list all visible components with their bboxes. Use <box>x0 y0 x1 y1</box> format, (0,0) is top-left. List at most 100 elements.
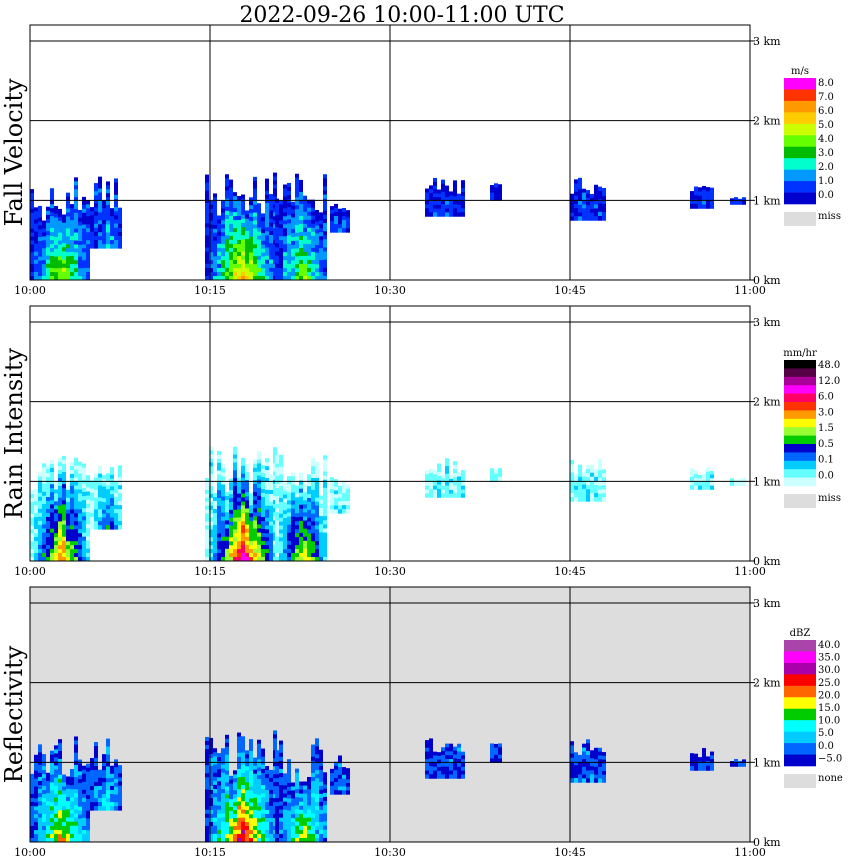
echo-cell <box>283 821 287 827</box>
echo-cell <box>269 825 273 831</box>
time-tick-label: 10:15 <box>194 284 226 297</box>
echo-cell <box>283 785 287 791</box>
echo-cell <box>453 192 457 197</box>
echo-cell <box>307 203 311 209</box>
echo-cell <box>205 773 209 778</box>
echo-cell <box>582 192 586 198</box>
echo-cell <box>217 805 221 811</box>
echo-cell <box>433 193 437 198</box>
echo-cell <box>291 806 295 811</box>
echo-cell <box>50 496 54 501</box>
echo-cell <box>82 483 86 489</box>
echo-cell <box>311 247 315 253</box>
echo-cell <box>62 548 66 554</box>
echo-cell <box>94 477 98 483</box>
echo-cell <box>54 813 58 819</box>
echo-cell <box>82 516 86 521</box>
echo-cell <box>229 787 233 792</box>
echo-cell <box>62 255 66 261</box>
echo-cell <box>209 817 213 823</box>
echo-cell <box>287 782 291 788</box>
echo-cell <box>74 817 78 823</box>
echo-cell <box>319 801 323 807</box>
echo-cell <box>311 764 315 770</box>
echo-cell <box>249 549 253 554</box>
echo-cell <box>490 468 494 474</box>
echo-cell <box>307 259 311 265</box>
echo-cell <box>66 252 70 257</box>
echo-cell <box>70 529 74 534</box>
echo-cell <box>221 272 225 277</box>
echo-cell <box>257 471 261 477</box>
echo-cell <box>283 240 287 245</box>
echo-cell <box>78 248 82 254</box>
echo-cell <box>38 793 42 798</box>
echo-cell <box>54 777 58 783</box>
echo-cell <box>265 810 269 815</box>
echo-cell <box>307 267 311 273</box>
echo-cell <box>209 553 213 558</box>
echo-cell <box>257 786 261 792</box>
echo-cell <box>291 236 295 242</box>
panel-ylabel: Rain Intensity <box>0 348 28 520</box>
echo-cell <box>598 481 602 487</box>
echo-cell <box>445 758 449 764</box>
echo-cell <box>209 497 213 503</box>
echo-cell <box>213 240 217 246</box>
echo-cell <box>46 520 50 526</box>
echo-cell <box>730 478 734 483</box>
echo-cell <box>221 809 225 814</box>
echo-cell <box>74 224 78 230</box>
echo-cell <box>283 232 287 237</box>
echo-cell <box>233 782 237 787</box>
echo-cell <box>70 825 74 831</box>
echo-cell <box>245 810 249 815</box>
echo-cell <box>291 790 295 795</box>
echo-cell <box>82 825 86 831</box>
echo-cell <box>102 482 106 488</box>
echo-cell <box>319 232 323 237</box>
echo-cell <box>307 805 311 810</box>
echo-cell <box>269 805 273 811</box>
echo-cell <box>698 204 702 209</box>
echo-cell <box>70 837 74 843</box>
echo-cell <box>441 212 445 217</box>
echo-cell <box>261 789 265 794</box>
echo-cell <box>30 837 34 843</box>
echo-cell <box>299 516 303 522</box>
echo-cell <box>213 268 217 273</box>
echo-cell <box>213 780 217 786</box>
echo-cell <box>30 521 34 527</box>
echo-cell <box>58 834 62 839</box>
echo-cell <box>590 497 594 502</box>
echo-cell <box>265 505 269 511</box>
echo-cell <box>265 231 269 236</box>
echo-cell <box>237 248 241 253</box>
echo-cell <box>445 489 449 494</box>
echo-cell <box>62 520 66 526</box>
echo-cell <box>245 222 249 228</box>
echo-cell <box>690 472 694 478</box>
echo-cell <box>70 220 74 225</box>
echo-cell <box>225 524 229 529</box>
echo-cell <box>602 204 606 209</box>
echo-cell <box>303 504 307 509</box>
echo-cell <box>30 825 34 831</box>
echo-cell <box>291 504 295 510</box>
echo-cell <box>330 505 334 510</box>
echo-cell <box>315 501 319 507</box>
echo-cell <box>30 541 34 546</box>
echo-cell <box>269 239 273 244</box>
echo-cell <box>241 485 245 491</box>
echo-cell <box>445 212 449 217</box>
echo-cell <box>78 545 82 550</box>
echo-cell <box>275 814 279 819</box>
echo-cell <box>233 200 237 205</box>
echo-cell <box>34 219 38 224</box>
echo-cell <box>46 235 50 240</box>
echo-cell <box>307 837 311 843</box>
echo-cell <box>698 191 702 197</box>
echo-cell <box>269 777 273 783</box>
echo-cell <box>265 275 269 281</box>
echo-cell <box>291 256 295 261</box>
